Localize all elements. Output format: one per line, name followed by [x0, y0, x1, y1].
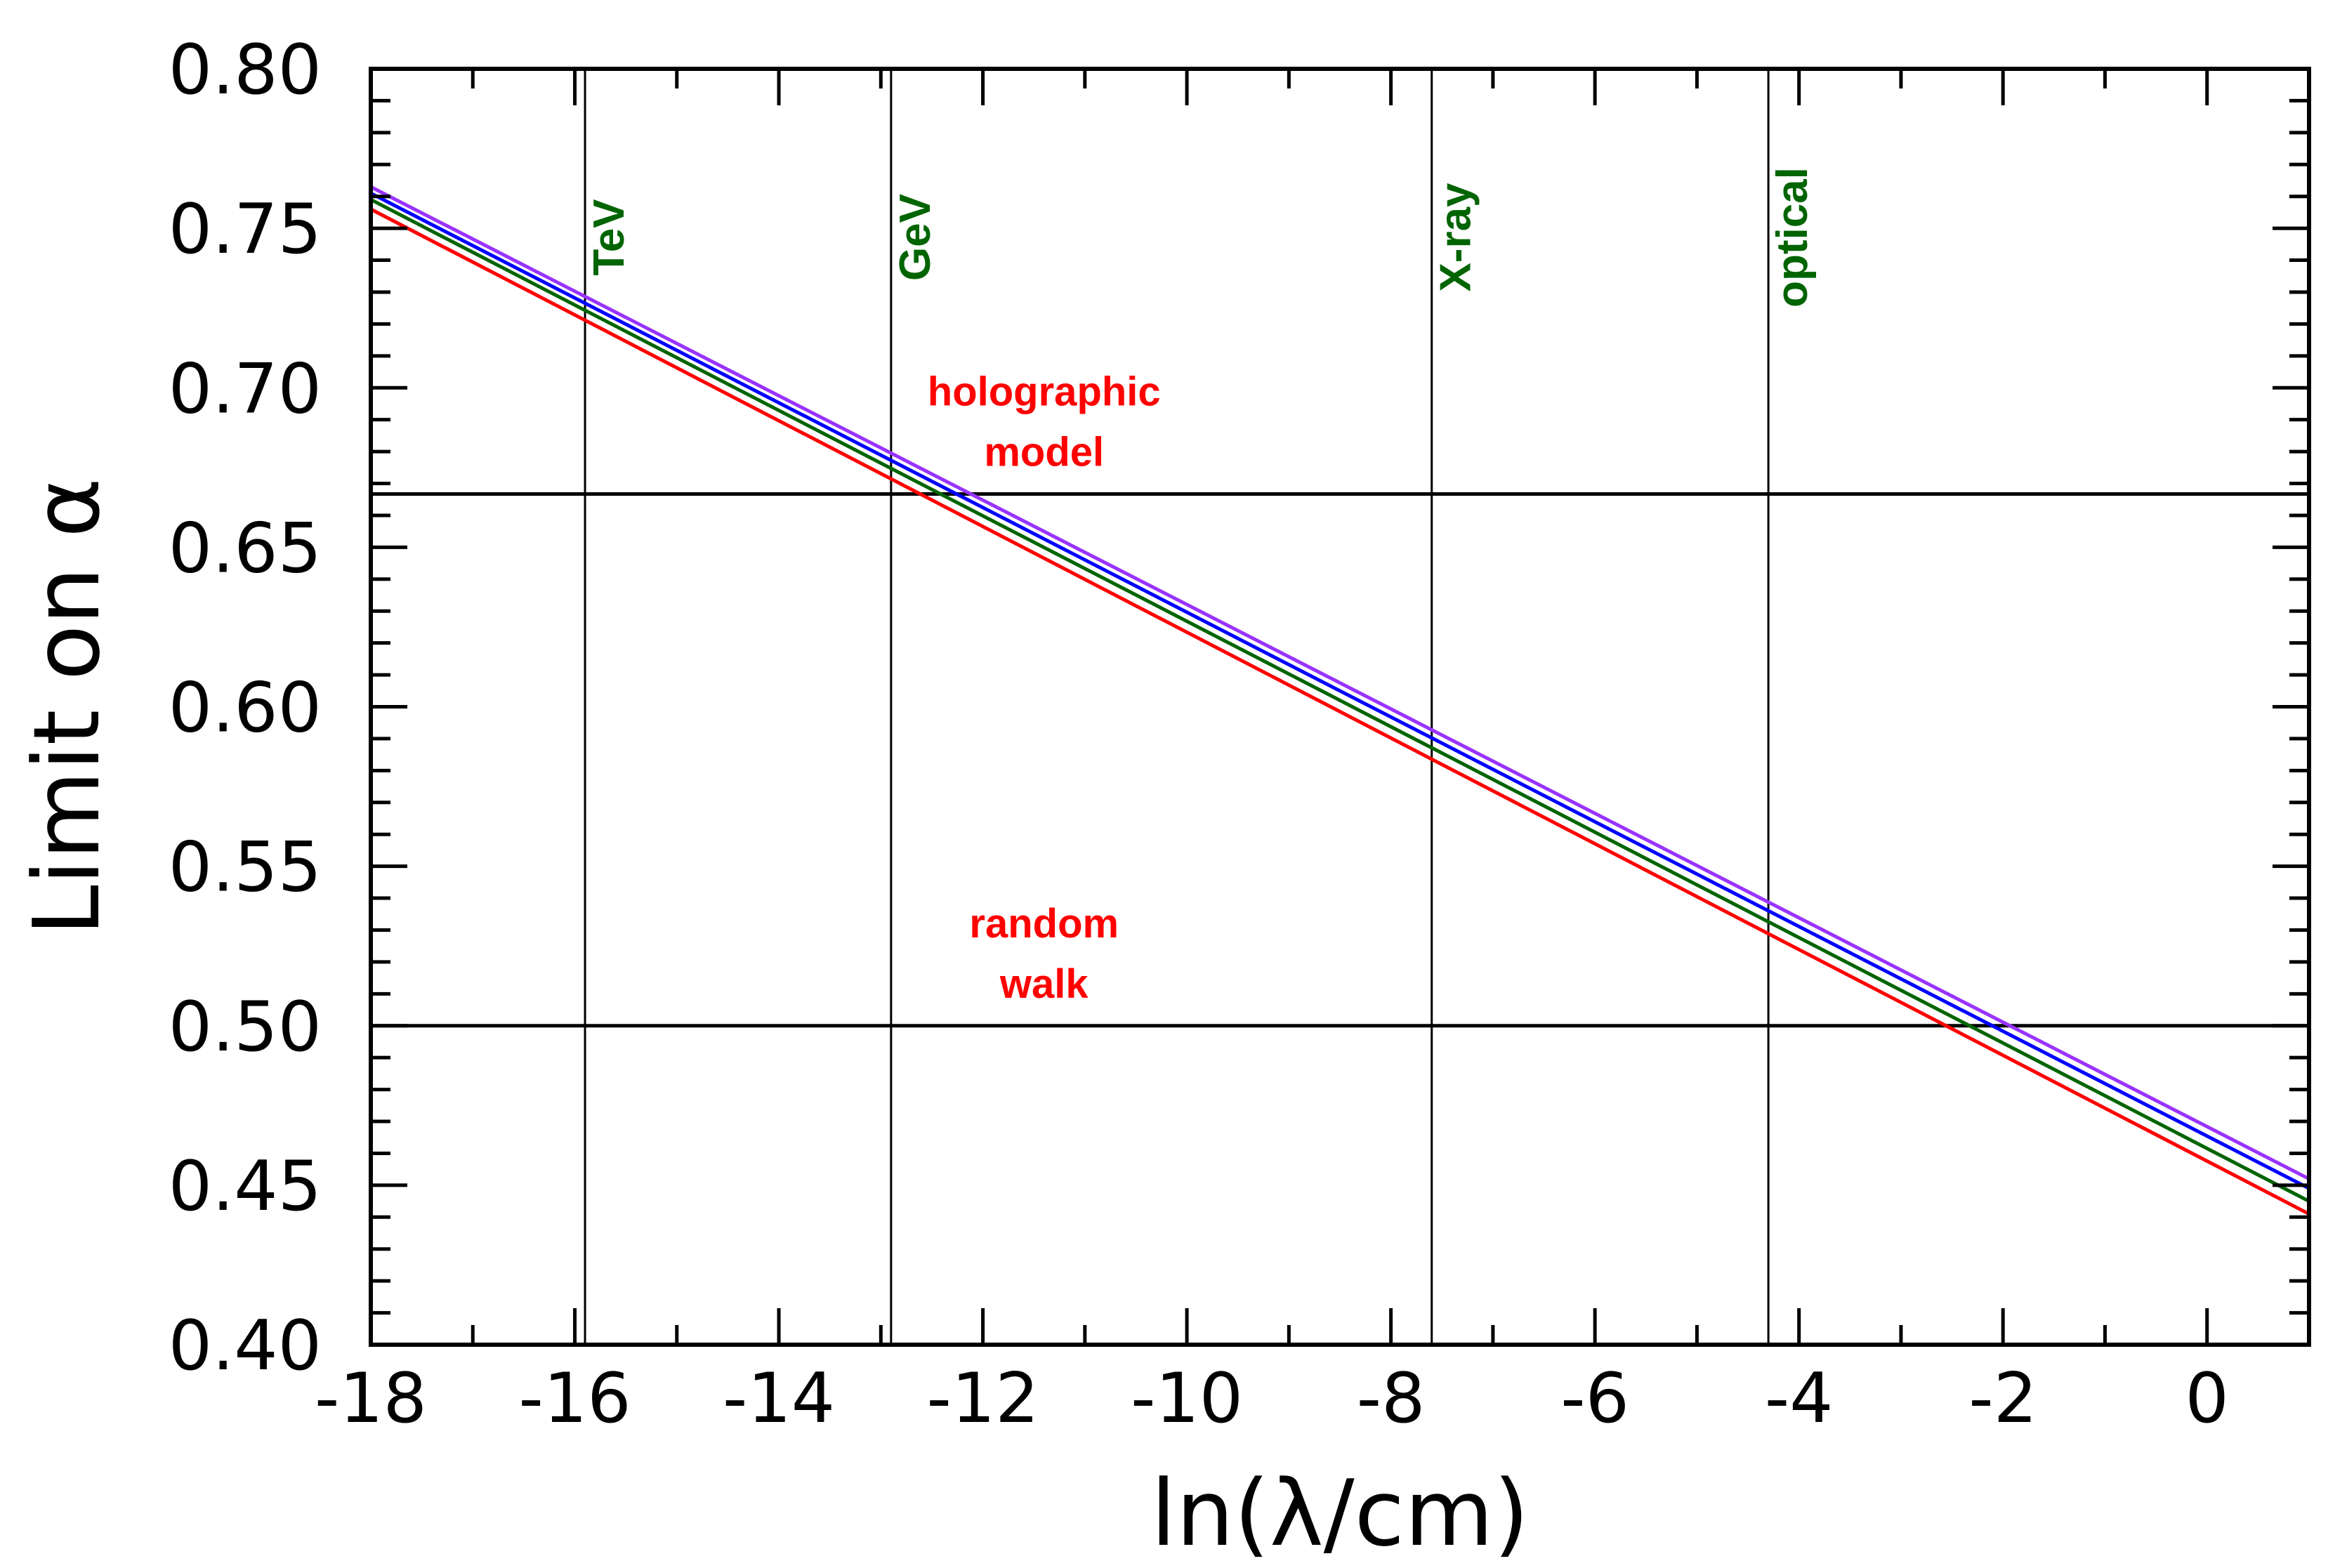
hline-label-0: model [984, 430, 1104, 475]
x-axis-title: ln(λ/cm) [1151, 1460, 1530, 1567]
x-tick-label: -2 [1968, 1359, 2037, 1439]
x-tick-label: -18 [315, 1359, 427, 1439]
annotations: -18 -16 -14 -12 -10 -8 -6 -4 -2 0 0.40 0.45 0.50 0.55… [169, 30, 2229, 1439]
band-label-x-ray: X-ray [1432, 183, 1480, 292]
y-tick-label: 0.45 [169, 1147, 322, 1227]
hline-label-1: walk [999, 961, 1089, 1007]
reference-lines [371, 69, 2309, 1345]
series-line-purple [369, 185, 2310, 1181]
plot-area [371, 69, 2309, 1345]
x-tick-label: -4 [1765, 1359, 1834, 1439]
y-tick-label: 0.50 [169, 987, 322, 1067]
hline-label-1: random [969, 901, 1119, 947]
y-tick-label: 0.60 [169, 668, 322, 749]
y-tick-label: 0.65 [169, 508, 322, 588]
x-tick-label: -6 [1560, 1359, 1629, 1439]
x-tick-label: -10 [1131, 1359, 1243, 1439]
x-tick-label: -8 [1357, 1359, 1426, 1439]
series-line-blue [369, 191, 2310, 1190]
plot-background [371, 69, 2309, 1345]
y-axis-title: Limit on α [13, 477, 120, 936]
band-label-tev: TeV [585, 199, 633, 275]
series-line-red [369, 207, 2310, 1216]
axes-frame [369, 67, 2311, 1347]
x-tick-label: 0 [2185, 1359, 2229, 1439]
y-tick-label: 0.80 [169, 30, 322, 110]
band-label-optical: optical [1768, 167, 1817, 308]
hline-label-0: holographic [928, 369, 1161, 415]
y-tick-label: 0.40 [169, 1306, 322, 1386]
y-tick-label: 0.75 [169, 190, 322, 270]
x-tick-label: -12 [927, 1359, 1039, 1439]
data-series [369, 185, 2310, 1216]
x-tick-label: -14 [723, 1359, 835, 1439]
series-line-green [369, 197, 2310, 1203]
x-tick-label: -16 [518, 1359, 631, 1439]
y-tick-label: 0.55 [169, 828, 322, 908]
band-label-gev: GeV [891, 194, 940, 281]
y-tick-label: 0.70 [169, 349, 322, 429]
